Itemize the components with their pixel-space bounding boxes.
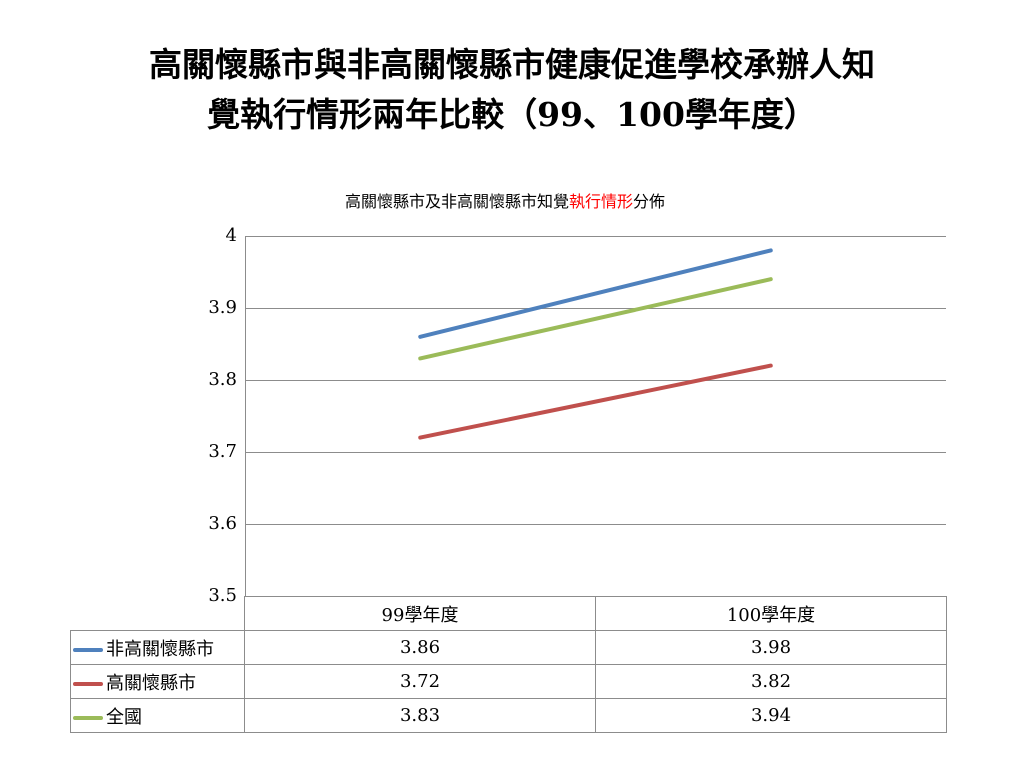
legend-entry: 非高關懷縣市 [70,630,245,665]
data-table-row: 全國 3.83 3.94 [70,698,947,733]
data-table-corner [70,596,245,631]
series-line [418,277,773,361]
slide-title: 高關懷縣市與非高關懷縣市健康促進學校承辦人知 覺執行情形兩年比較（99、100學… [40,40,984,140]
data-label: 3.86 [244,630,596,665]
legend-label: 高關懷縣市 [106,672,196,694]
legend-label: 非高關懷縣市 [106,638,214,660]
series-line [418,363,773,440]
x-category-label: 99學年度 [244,596,596,631]
legend-swatch [73,715,103,720]
y-tick-label: 3.6 [208,513,237,534]
legend-label: 全國 [106,706,142,728]
y-tick-label: 3.9 [208,297,237,318]
legend-swatch [73,681,103,686]
legend-swatch [73,647,103,652]
y-tick-label: 4 [225,225,237,246]
chart-title-prefix: 高關懷縣市及非高關懷縣市知覺 [344,192,569,211]
legend-entry: 全國 [70,698,245,733]
data-table-header-row: 99學年度 100學年度 [70,596,947,631]
data-label: 3.94 [595,698,947,733]
y-tick-label: 3.7 [208,441,237,462]
x-category-label: 100學年度 [595,596,947,631]
chart-title-suffix: 分佈 [633,192,666,211]
slide-title-line-2: 覺執行情形兩年比較（99、100學年度） [207,95,817,134]
data-table: 99學年度 100學年度 非高關懷縣市 3.86 3.98 高關懷縣市 3.72… [70,596,947,733]
data-label: 3.72 [244,664,596,699]
slide-title-line-1: 高關懷縣市與非高關懷縣市健康促進學校承辦人知 [149,45,875,84]
chart-title: 高關懷縣市及非高關懷縣市知覺執行情形分佈 [245,188,765,212]
chart-title-highlight: 執行情形 [568,192,633,211]
data-label: 3.83 [244,698,596,733]
legend-entry: 高關懷縣市 [70,664,245,699]
data-table-row: 非高關懷縣市 3.86 3.98 [70,630,947,665]
data-table-row: 高關懷縣市 3.72 3.82 [70,664,947,699]
y-tick-label: 3.8 [208,369,237,390]
data-label: 3.82 [595,664,947,699]
data-label: 3.98 [595,630,947,665]
series-line [418,248,773,339]
